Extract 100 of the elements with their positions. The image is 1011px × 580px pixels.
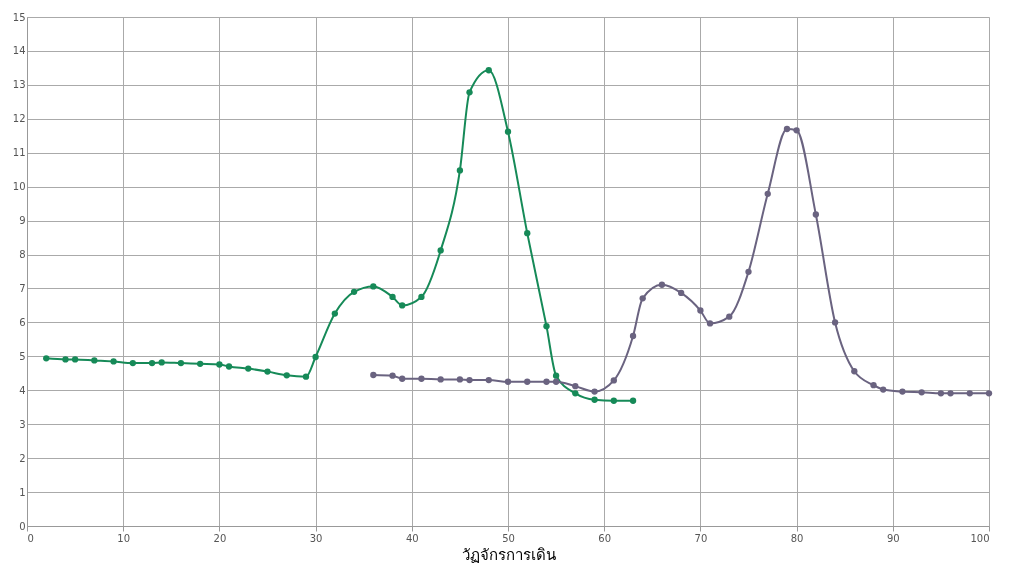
- point: [485, 376, 492, 384]
- y-tick-label: 6: [19, 316, 26, 328]
- point: [456, 167, 464, 174]
- point: [350, 288, 358, 296]
- point: [216, 361, 223, 368]
- point: [918, 389, 925, 396]
- point: [851, 368, 858, 375]
- y-tick-label: 4: [19, 384, 26, 396]
- point: [870, 382, 877, 389]
- point: [110, 358, 117, 365]
- point: [370, 371, 377, 379]
- point: [639, 295, 646, 302]
- point: [43, 355, 50, 362]
- point: [466, 89, 473, 96]
- y-tick-label: 15: [12, 11, 26, 23]
- y-tick-label: 14: [12, 45, 26, 57]
- y-tick-label: 3: [19, 418, 26, 430]
- point: [572, 383, 579, 390]
- point: [62, 356, 69, 363]
- y-tick-label: 13: [12, 79, 26, 91]
- point: [437, 247, 444, 254]
- y-tick-label: 11: [12, 147, 26, 159]
- point: [764, 190, 771, 197]
- x-tick-label: 10: [117, 532, 131, 544]
- x-tick-label: 90: [886, 532, 900, 544]
- point: [543, 322, 550, 330]
- point: [831, 319, 839, 326]
- x-tick-label: 50: [502, 532, 515, 544]
- point: [524, 378, 531, 385]
- point: [437, 376, 444, 383]
- point: [456, 376, 464, 383]
- point: [726, 313, 733, 320]
- y-tick-label: 1: [19, 486, 26, 498]
- point: [264, 368, 271, 375]
- point: [466, 376, 473, 384]
- point: [610, 397, 617, 404]
- point: [745, 268, 752, 275]
- point: [552, 372, 560, 379]
- x-tick-label: 0: [27, 532, 34, 544]
- point: [245, 365, 252, 372]
- y-tick-label: 2: [19, 452, 26, 464]
- point: [812, 211, 819, 218]
- point: [504, 378, 512, 385]
- point: [629, 332, 637, 340]
- point: [985, 390, 993, 397]
- point: [158, 359, 165, 366]
- point: [148, 359, 156, 367]
- point: [225, 363, 233, 370]
- y-tick-label: 5: [19, 350, 26, 362]
- point: [937, 390, 945, 397]
- point: [399, 302, 406, 309]
- y-tick-label: 10: [12, 181, 26, 193]
- point: [71, 356, 79, 363]
- point: [783, 125, 791, 133]
- x-tick-label: 70: [694, 532, 708, 544]
- point: [591, 396, 598, 403]
- point: [697, 307, 704, 314]
- point: [197, 360, 204, 367]
- point: [629, 397, 637, 404]
- y-tick-label: 9: [19, 215, 26, 227]
- y-tick-label: 7: [19, 282, 26, 294]
- point: [283, 372, 290, 379]
- point: [389, 293, 396, 301]
- point: [312, 353, 319, 361]
- point: [880, 386, 887, 393]
- x-tick-label: 60: [598, 532, 612, 544]
- point: [947, 390, 954, 397]
- point: [418, 293, 425, 301]
- point: [504, 128, 512, 135]
- point: [302, 373, 310, 380]
- point: [572, 390, 579, 397]
- x-tick-label: 40: [405, 532, 419, 544]
- y-tick-label: 12: [12, 113, 26, 125]
- point: [389, 372, 396, 379]
- y-tick-label: 0: [19, 520, 26, 532]
- point: [331, 310, 338, 317]
- point: [485, 67, 492, 74]
- point: [966, 390, 973, 397]
- point: [418, 375, 425, 382]
- x-tick-label: 20: [213, 532, 227, 544]
- x-tick-label: 30: [309, 532, 323, 544]
- point: [706, 320, 714, 327]
- point: [370, 283, 377, 290]
- y-tick-label: 8: [19, 249, 26, 261]
- point: [552, 378, 560, 385]
- point: [658, 281, 666, 288]
- point: [543, 378, 550, 385]
- point: [91, 357, 98, 364]
- point: [399, 375, 406, 382]
- x-axis-title: วัฏจักรการเดิน: [461, 545, 556, 564]
- point: [678, 289, 685, 297]
- point: [129, 359, 136, 367]
- point: [899, 388, 906, 395]
- point: [524, 230, 531, 237]
- point: [793, 127, 800, 134]
- point: [591, 388, 598, 395]
- point: [610, 377, 617, 384]
- x-tick-label: 100: [970, 532, 990, 544]
- point: [177, 359, 185, 367]
- x-tick-label: 80: [790, 532, 804, 544]
